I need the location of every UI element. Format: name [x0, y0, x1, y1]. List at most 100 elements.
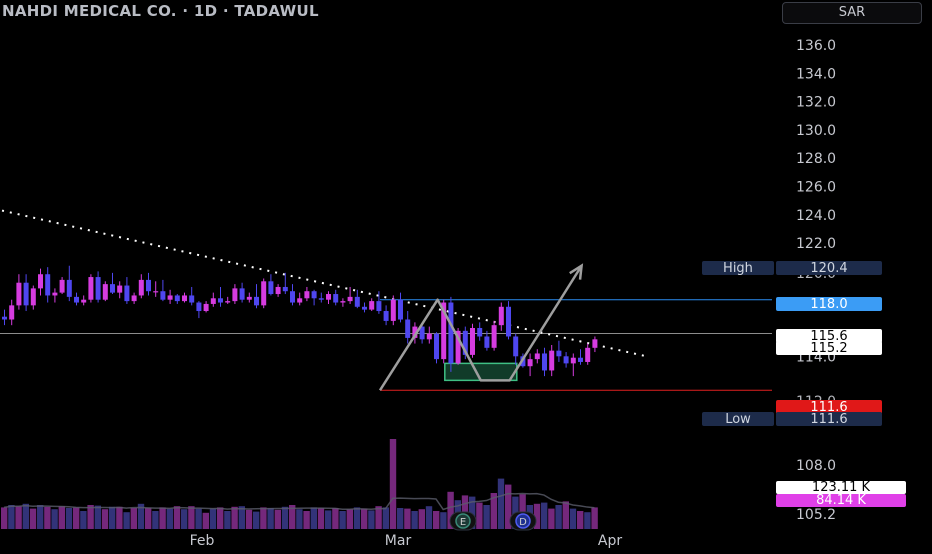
- candle-body: [527, 359, 533, 367]
- event-marker-d[interactable]: [515, 513, 531, 529]
- candle-body: [498, 306, 504, 326]
- y-tick-label: 134.0: [796, 66, 836, 82]
- candle-body: [297, 298, 303, 303]
- volume-bar: [145, 508, 152, 529]
- volume-bar: [152, 511, 159, 529]
- volume-bar: [80, 511, 87, 529]
- candle-body: [117, 285, 123, 293]
- volume-bar: [94, 505, 101, 529]
- candle-body: [383, 311, 389, 321]
- volume-bar: [569, 508, 577, 529]
- candle-body: [426, 333, 432, 340]
- volume-bar: [130, 508, 137, 529]
- volume-bar: [296, 509, 303, 529]
- volume-bar: [8, 505, 15, 529]
- volume-bar: [332, 508, 339, 529]
- candle-body: [354, 296, 360, 307]
- volume-bar: [375, 506, 382, 529]
- candle-body: [153, 291, 159, 293]
- candle-body: [254, 296, 259, 306]
- candle-body: [448, 302, 454, 364]
- candle-body: [506, 306, 511, 337]
- candle-body: [570, 357, 576, 364]
- volume-bar: [361, 508, 368, 529]
- volume-label-total-bg: [776, 481, 906, 494]
- volume-bar: [238, 506, 245, 529]
- resistance-price-tag-bg: [776, 297, 882, 311]
- volume-bar: [591, 507, 598, 529]
- volume-bar: [404, 508, 411, 529]
- volume-bar: [541, 502, 548, 529]
- volume-bar: [253, 511, 260, 529]
- candle-body: [30, 288, 36, 306]
- event-marker-e[interactable]: [455, 513, 471, 529]
- volume-bar: [483, 505, 490, 529]
- candle-body: [376, 301, 382, 312]
- candle-body: [592, 339, 598, 348]
- volume-label-secondary-bg: [776, 494, 906, 507]
- volume-bar: [245, 509, 253, 529]
- candle-body: [203, 303, 209, 312]
- volume-bar: [339, 511, 346, 529]
- volume-bar: [505, 484, 512, 529]
- volume-bar: [58, 506, 65, 529]
- volume-bar: [29, 508, 37, 529]
- high-label-bg: [702, 261, 774, 275]
- candle-body: [174, 295, 180, 302]
- volume-bar: [209, 508, 217, 529]
- volume-label-secondary: 84.14 K: [816, 493, 866, 508]
- volume-bar: [310, 507, 317, 529]
- volume-bar: [137, 503, 145, 529]
- resistance-price-tag: 118.0: [810, 297, 847, 312]
- candle-body: [167, 295, 173, 300]
- candle-body: [578, 357, 583, 362]
- volume-bar: [181, 509, 188, 529]
- volume-bar: [555, 505, 562, 529]
- candle-body: [102, 284, 108, 300]
- volume-label-total: 123.11 K: [812, 480, 871, 495]
- volume-bar: [533, 503, 541, 529]
- candle-body: [74, 296, 79, 303]
- candle-body: [189, 295, 195, 303]
- candle-body: [160, 291, 166, 300]
- candle-body: [261, 281, 267, 306]
- candle-body: [246, 296, 252, 300]
- y-tick-label: 132.0: [796, 95, 836, 111]
- volume-bar: [116, 506, 123, 529]
- volume-ma-line: [3, 492, 595, 511]
- volume-bar: [22, 503, 29, 529]
- volume-bar: [15, 506, 22, 529]
- candle-body: [455, 330, 461, 364]
- chart-title: NAHDI MEDICAL CO. · 1D · TADAWUL: [2, 2, 319, 20]
- candle-body: [268, 281, 274, 295]
- volume-bar: [44, 506, 51, 529]
- volume-bar: [382, 507, 389, 529]
- volume-bar: [490, 493, 497, 529]
- volume-bar: [469, 496, 476, 529]
- currency-button[interactable]: SAR: [782, 2, 922, 24]
- candle-body: [146, 279, 151, 292]
- candle-body: [124, 285, 130, 302]
- y-tick-label: 126.0: [796, 180, 836, 196]
- volume-bar: [425, 506, 433, 529]
- candle-body: [491, 325, 497, 348]
- volume-bar: [418, 509, 425, 529]
- volume-bar: [389, 439, 397, 529]
- volume-bar: [65, 508, 73, 529]
- candle-body: [2, 316, 7, 320]
- candle-body: [196, 302, 202, 312]
- candle-body: [462, 330, 468, 355]
- candle-body: [290, 291, 295, 303]
- candle-body: [182, 295, 187, 302]
- volume-bar: [281, 506, 289, 529]
- candle-body: [556, 350, 562, 357]
- last-price-tag: 115.6: [810, 329, 847, 344]
- pattern-path: [378, 265, 583, 391]
- candle-body: [95, 277, 101, 300]
- candle-body: [225, 301, 231, 303]
- candle-body: [239, 288, 245, 300]
- candle-body: [585, 347, 591, 362]
- candle-body: [333, 294, 339, 303]
